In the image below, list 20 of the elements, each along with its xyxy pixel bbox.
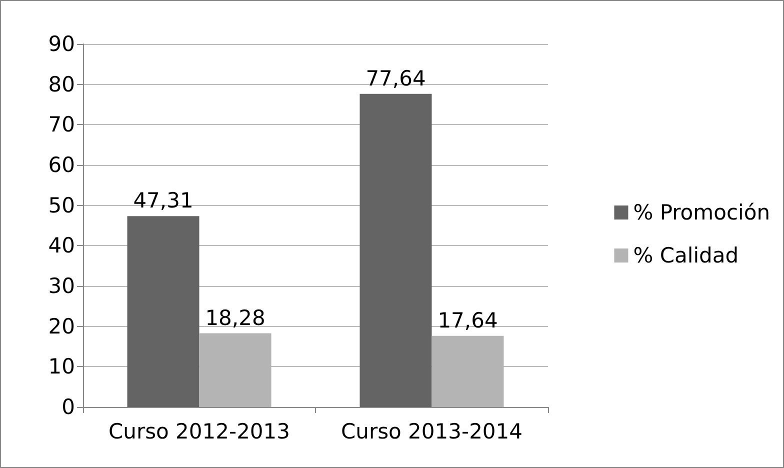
x-tick-label: Curso 2012-2013 bbox=[108, 420, 290, 444]
bar bbox=[360, 94, 432, 407]
y-tick-label: 20 bbox=[48, 314, 75, 338]
y-tick-label: 30 bbox=[48, 274, 75, 298]
y-tick-label: 70 bbox=[48, 112, 75, 137]
legend-label: % Promoción bbox=[633, 200, 770, 224]
legend-label: % Calidad bbox=[633, 244, 739, 268]
y-tick-label: 50 bbox=[48, 193, 75, 218]
data-label: 77,64 bbox=[366, 66, 426, 90]
y-tick-label: 40 bbox=[48, 234, 75, 258]
y-tick-label: 80 bbox=[48, 72, 75, 96]
bar bbox=[127, 216, 200, 407]
y-tick-label: 60 bbox=[48, 153, 75, 177]
data-label: 18,28 bbox=[205, 306, 266, 330]
data-label: 47,31 bbox=[133, 188, 194, 213]
y-tick-label: 10 bbox=[48, 354, 75, 379]
x-tick-label: Curso 2013-2014 bbox=[340, 420, 523, 444]
y-tick-label: 90 bbox=[48, 32, 75, 56]
y-tick-label: 0 bbox=[62, 395, 75, 419]
data-label: 17,64 bbox=[438, 308, 498, 332]
